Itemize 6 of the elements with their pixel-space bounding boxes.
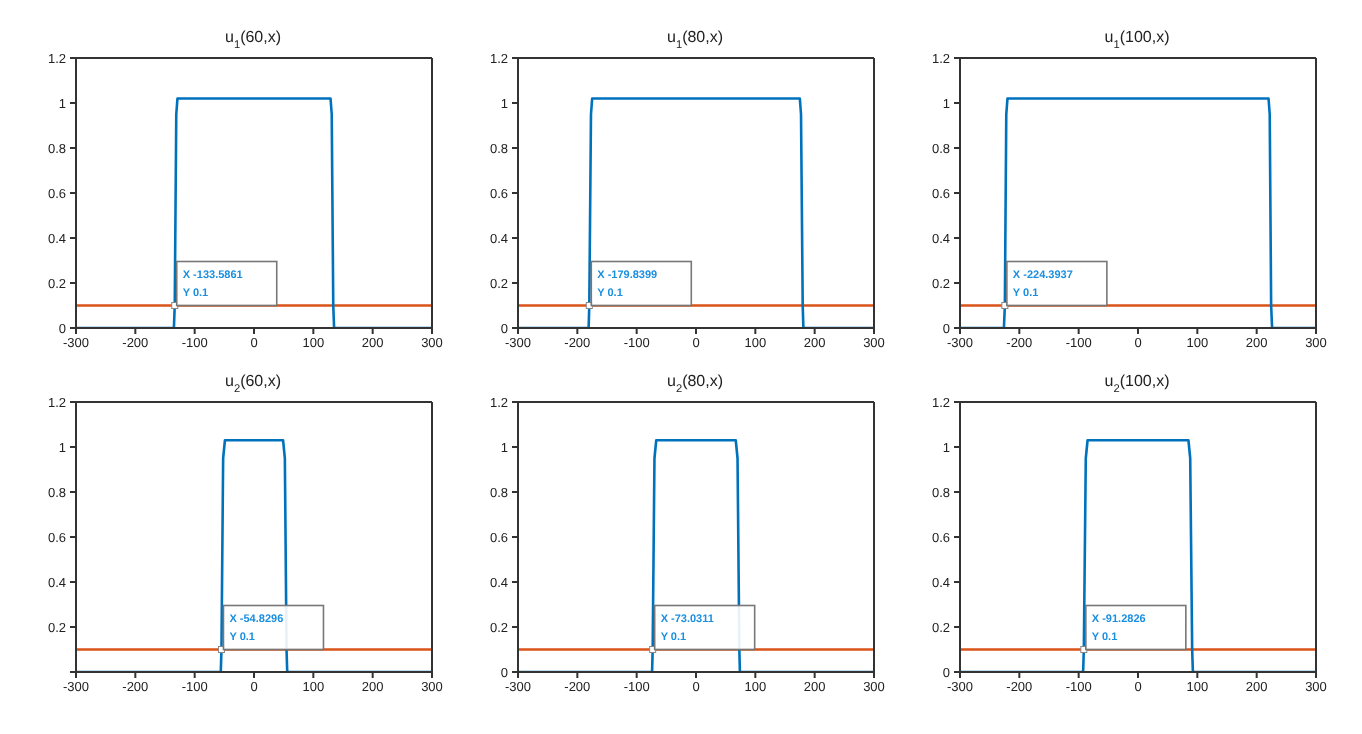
chart-title: u$_{1}$(60,x) (224, 28, 282, 52)
chart-title: u$_{2}$(100,x) (1104, 372, 1171, 396)
chart-title: u$_{2}$(80,x) (666, 372, 724, 396)
chart-title: u$_{2}$(60,x) (224, 372, 282, 396)
chart-title: u$_{1}$(80,x) (666, 28, 724, 52)
chart-title: u$_{1}$(100,x) (1104, 28, 1171, 52)
